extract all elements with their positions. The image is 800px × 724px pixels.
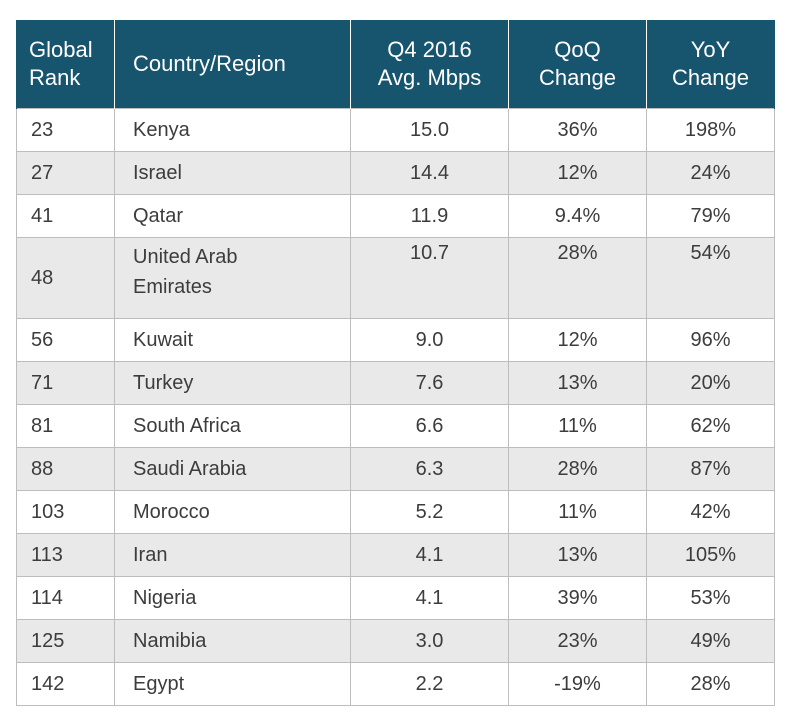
header-qoq-change: QoQ Change [508,20,647,109]
table-row: 114 Nigeria 4.1 39% 53% [16,576,775,620]
cell-mbps: 6.6 [350,404,509,448]
header-row: Global Rank Country/Region Q4 2016 Avg. … [16,20,775,109]
header-yoy-change: YoY Change [646,20,775,109]
cell-qoq: 12% [508,318,647,362]
table-row: 23 Kenya 15.0 36% 198% [16,108,775,152]
cell-qoq: 13% [508,533,647,577]
cell-country: Kenya [114,108,351,152]
cell-rank: 81 [16,404,115,448]
cell-rank: 125 [16,619,115,663]
header-qoq-line2: Change [538,65,617,90]
header-qoq-line1: QoQ [554,37,601,62]
table-header: Global Rank Country/Region Q4 2016 Avg. … [16,20,775,109]
cell-qoq: 12% [508,151,647,195]
header-rank-line1: Global [29,37,93,62]
header-mbps-line1: Q4 2016 [387,37,472,62]
cell-mbps: 10.7 [350,237,509,319]
cell-yoy: 87% [646,447,775,491]
table-row: 103 Morocco 5.2 11% 42% [16,490,775,534]
cell-country: Turkey [114,361,351,405]
cell-rank: 103 [16,490,115,534]
header-yoy-line1: YoY [690,37,731,62]
header-country-label: Country/Region [133,51,286,76]
cell-country: South Africa [114,404,351,448]
cell-qoq: -19% [508,662,647,706]
cell-country: United Arab Emirates [114,237,351,319]
cell-yoy: 49% [646,619,775,663]
cell-qoq: 28% [508,237,647,319]
header-global-rank: Global Rank [16,20,115,109]
table-row: 88 Saudi Arabia 6.3 28% 87% [16,447,775,491]
cell-rank: 71 [16,361,115,405]
cell-qoq: 13% [508,361,647,405]
cell-mbps: 3.0 [350,619,509,663]
cell-rank: 114 [16,576,115,620]
table-row: 48 United Arab Emirates 10.7 28% 54% [16,237,775,319]
header-yoy-line2: Change [671,65,750,90]
cell-qoq: 23% [508,619,647,663]
cell-rank: 27 [16,151,115,195]
cell-mbps: 6.3 [350,447,509,491]
cell-rank: 88 [16,447,115,491]
cell-rank: 23 [16,108,115,152]
cell-mbps: 4.1 [350,576,509,620]
cell-yoy: 62% [646,404,775,448]
cell-mbps: 11.9 [350,194,509,238]
cell-country: Nigeria [114,576,351,620]
header-country-region: Country/Region [114,20,351,109]
header-mbps-line2: Avg. Mbps [377,65,482,90]
speed-table-container: Global Rank Country/Region Q4 2016 Avg. … [16,20,775,706]
cell-country: Saudi Arabia [114,447,351,491]
cell-mbps: 5.2 [350,490,509,534]
cell-yoy: 28% [646,662,775,706]
cell-rank: 48 [16,237,115,319]
cell-yoy: 96% [646,318,775,362]
cell-yoy: 42% [646,490,775,534]
cell-rank: 113 [16,533,115,577]
cell-mbps: 7.6 [350,361,509,405]
cell-rank: 56 [16,318,115,362]
table-row: 56 Kuwait 9.0 12% 96% [16,318,775,362]
cell-country: Kuwait [114,318,351,362]
cell-country: Qatar [114,194,351,238]
cell-mbps: 2.2 [350,662,509,706]
cell-mbps: 15.0 [350,108,509,152]
cell-qoq: 36% [508,108,647,152]
table-row: 142 Egypt 2.2 -19% 28% [16,662,775,706]
internet-speed-table: Global Rank Country/Region Q4 2016 Avg. … [16,20,775,706]
cell-mbps: 14.4 [350,151,509,195]
cell-country: Namibia [114,619,351,663]
header-rank-line2: Rank [29,65,81,90]
cell-yoy: 24% [646,151,775,195]
cell-yoy: 54% [646,237,775,319]
cell-country: Iran [114,533,351,577]
cell-qoq: 11% [508,490,647,534]
table-row: 113 Iran 4.1 13% 105% [16,533,775,577]
table-row: 71 Turkey 7.6 13% 20% [16,361,775,405]
table-body: 23 Kenya 15.0 36% 198% 27 Israel 14.4 12… [16,108,775,706]
cell-country-line1: United Arab [133,246,238,268]
table-row: 125 Namibia 3.0 23% 49% [16,619,775,663]
cell-yoy: 198% [646,108,775,152]
header-avg-mbps: Q4 2016 Avg. Mbps [350,20,509,109]
cell-yoy: 53% [646,576,775,620]
cell-qoq: 39% [508,576,647,620]
table-row: 81 South Africa 6.6 11% 62% [16,404,775,448]
cell-country: Morocco [114,490,351,534]
cell-qoq: 28% [508,447,647,491]
cell-country-line2: Emirates [133,276,212,298]
cell-yoy: 79% [646,194,775,238]
cell-qoq: 11% [508,404,647,448]
cell-mbps: 9.0 [350,318,509,362]
table-row: 41 Qatar 11.9 9.4% 79% [16,194,775,238]
cell-yoy: 20% [646,361,775,405]
cell-rank: 41 [16,194,115,238]
cell-mbps: 4.1 [350,533,509,577]
cell-country: Israel [114,151,351,195]
cell-yoy: 105% [646,533,775,577]
table-row: 27 Israel 14.4 12% 24% [16,151,775,195]
cell-rank: 142 [16,662,115,706]
cell-country: Egypt [114,662,351,706]
cell-qoq: 9.4% [508,194,647,238]
